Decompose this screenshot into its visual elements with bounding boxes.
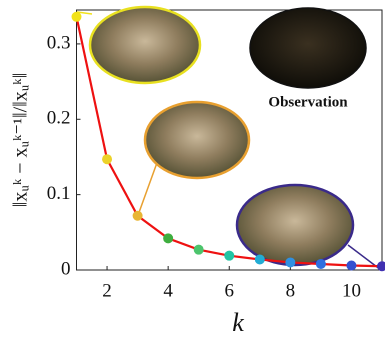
data-point (132, 210, 143, 221)
data-point (285, 257, 296, 268)
inset-image (235, 183, 355, 267)
observation-image (249, 7, 367, 89)
x-tick-label: 8 (286, 280, 296, 301)
x-tick-label: 6 (225, 280, 235, 301)
inset-connector (136, 159, 159, 219)
inset-image (88, 5, 202, 85)
data-point (377, 261, 385, 272)
annotation: Observation (268, 94, 348, 110)
y-tick-label: 0.2 (47, 108, 71, 129)
data-point (102, 154, 113, 165)
y-tick-label: 0.3 (47, 32, 71, 53)
x-tick-label: 4 (163, 280, 173, 301)
axes: 0 0.1 0.2 0.3 2 4 6 8 10 (47, 9, 383, 301)
data-point (71, 11, 82, 22)
data-point (254, 254, 265, 265)
y-tick-label: 0 (61, 258, 71, 279)
x-axis-label: k (232, 308, 244, 337)
inset-image (143, 100, 251, 180)
data-point (315, 258, 326, 269)
insets: Observation (76, 5, 382, 271)
x-tick-label: 2 (102, 280, 112, 301)
x-tick-label: 10 (342, 280, 361, 301)
inset-connector (76, 11, 93, 15)
plot (71, 11, 385, 272)
data-point (193, 244, 204, 255)
y-axis-label: ‖xᵤᵏ − xᵤᵏ⁻¹‖/‖xᵤᵏ‖ (10, 73, 32, 207)
data-point (346, 260, 357, 271)
data-point (224, 250, 235, 261)
y-tick-label: 0.1 (47, 183, 71, 204)
data-point (163, 233, 174, 244)
